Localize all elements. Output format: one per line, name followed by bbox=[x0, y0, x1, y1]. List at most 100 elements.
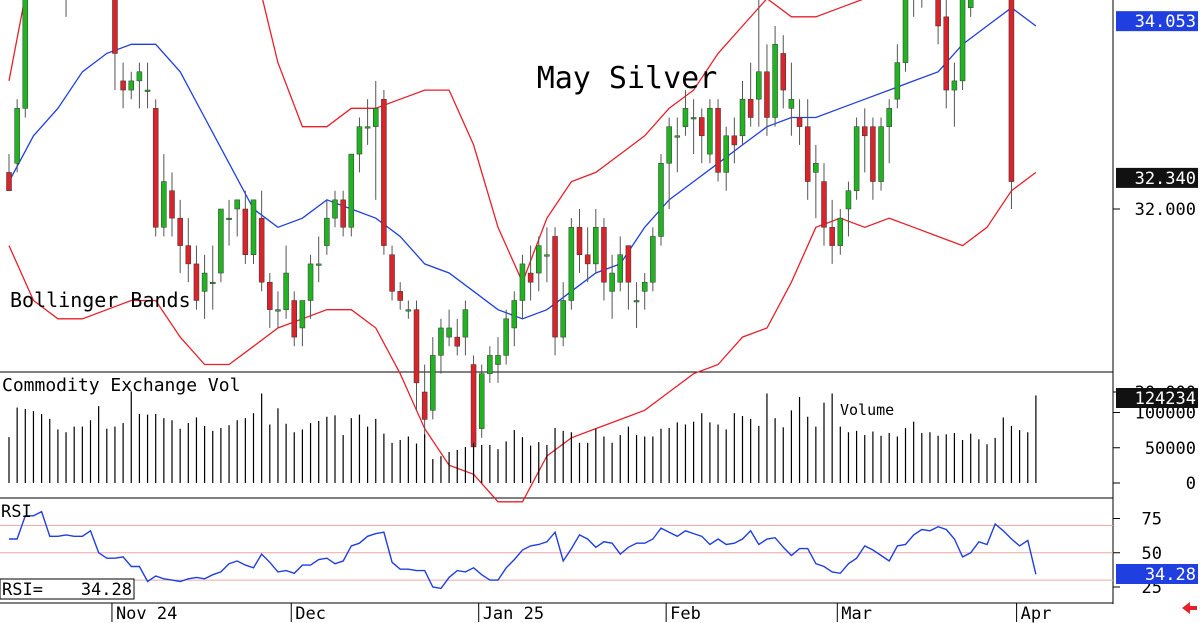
volume-bars bbox=[8, 391, 1037, 483]
volume-latest-badge: 124234 bbox=[1116, 388, 1198, 409]
candle-body bbox=[503, 318, 509, 356]
candle-body bbox=[601, 227, 607, 283]
candle-body bbox=[731, 135, 738, 146]
candle-body bbox=[185, 245, 192, 265]
candle-body bbox=[348, 153, 355, 228]
candle-body bbox=[959, 0, 966, 82]
rsi-readout-box bbox=[0, 578, 135, 600]
candle-body bbox=[772, 44, 778, 118]
candle-body bbox=[780, 53, 786, 91]
date-tick-label: Dec bbox=[295, 604, 326, 623]
rsi-readout: RSI= 34.28 bbox=[0, 578, 135, 600]
volume-tick-label: 100000 bbox=[1135, 404, 1196, 424]
price-tick-label: 32.000 bbox=[1135, 200, 1196, 220]
candle-body bbox=[462, 309, 469, 338]
rsi-line bbox=[9, 510, 1037, 590]
candle-body bbox=[201, 272, 208, 292]
candle-body bbox=[356, 126, 363, 155]
candle-body bbox=[764, 71, 770, 118]
date-tick-label: Mar bbox=[841, 604, 872, 623]
candle-body bbox=[886, 108, 892, 127]
candle-body bbox=[674, 135, 681, 138]
candle-body bbox=[682, 108, 689, 127]
candle-body bbox=[943, 16, 949, 91]
candle-body bbox=[487, 355, 493, 374]
candle-body bbox=[373, 108, 379, 127]
candle-body bbox=[788, 98, 795, 109]
rsi-tick-label: 75 bbox=[1142, 510, 1162, 530]
rsi-badge-box bbox=[1116, 564, 1198, 584]
candle-body bbox=[218, 208, 224, 274]
candle-body bbox=[829, 227, 835, 246]
candle-body bbox=[136, 71, 143, 82]
candle-body bbox=[560, 300, 566, 338]
candle-body bbox=[470, 364, 477, 448]
price-axis-ticks: 36.00030.00032.000 bbox=[1135, 200, 1196, 403]
price-badge-box bbox=[1116, 11, 1198, 32]
candle-body bbox=[951, 80, 958, 91]
candle-body bbox=[267, 281, 273, 310]
candle-body bbox=[478, 373, 485, 429]
candle-body bbox=[446, 327, 452, 338]
candle-body bbox=[14, 108, 20, 164]
candle-body bbox=[495, 355, 501, 365]
candle-body bbox=[894, 62, 901, 100]
candle-body bbox=[152, 108, 159, 228]
volume-panel-title: Commodity Exchange Vol bbox=[2, 375, 240, 396]
candle-body bbox=[536, 245, 542, 274]
candle-body bbox=[381, 98, 387, 246]
candle-body bbox=[364, 126, 371, 129]
candlesticks bbox=[6, 0, 1015, 457]
candle-body bbox=[641, 281, 648, 292]
volume-tick-label: 50000 bbox=[1145, 439, 1196, 459]
candle-body bbox=[544, 254, 550, 257]
date-tick-label: Feb bbox=[670, 604, 701, 623]
candle-body bbox=[862, 126, 868, 137]
price-badge-label: 32.340 bbox=[1135, 169, 1196, 189]
scroll-left-arrow-icon[interactable] bbox=[1182, 602, 1197, 614]
candle-body bbox=[552, 236, 558, 338]
volume-badge-box bbox=[1116, 388, 1198, 408]
candle-body bbox=[527, 272, 534, 283]
candle-body bbox=[22, 0, 29, 109]
candle-body bbox=[870, 126, 876, 182]
candle-body bbox=[291, 300, 297, 338]
candle-body bbox=[405, 309, 412, 312]
candle-body bbox=[715, 108, 721, 173]
candle-body bbox=[845, 190, 852, 210]
candle-body bbox=[650, 236, 656, 283]
band-upper-band bbox=[8, 0, 863, 284]
candle-body bbox=[1008, 0, 1015, 182]
panel-frames bbox=[0, 0, 1114, 604]
price-badge-label: 34.053 bbox=[1135, 12, 1196, 32]
price-gridlines bbox=[1113, 208, 1120, 393]
candle-body bbox=[568, 227, 575, 301]
candle-body bbox=[633, 300, 640, 303]
candle-body bbox=[609, 272, 615, 292]
chart-title: May Silver bbox=[537, 61, 718, 96]
candle-body bbox=[169, 190, 175, 219]
candle-body bbox=[617, 254, 623, 283]
candle-body bbox=[193, 263, 200, 301]
candle-body bbox=[747, 98, 754, 118]
date-tick-label: Apr bbox=[1021, 604, 1052, 623]
price-badge-box bbox=[1116, 167, 1198, 188]
date-tick-label: Nov 24 bbox=[116, 604, 177, 623]
band-lower-band bbox=[8, 171, 1037, 503]
candle-body bbox=[593, 227, 599, 265]
candle-body bbox=[112, 0, 118, 54]
date-axis-labels: Nov 24 Dec Jan 25 Feb Mar Apr bbox=[111, 603, 1052, 623]
candle-body bbox=[242, 208, 249, 255]
candle-body bbox=[421, 391, 428, 420]
candle-body bbox=[967, 0, 974, 8]
candle-body bbox=[315, 263, 322, 266]
candle-body bbox=[576, 227, 583, 256]
candle-body bbox=[935, 0, 941, 27]
candle-body bbox=[177, 217, 183, 246]
candle-body bbox=[210, 281, 216, 284]
candle-body bbox=[707, 108, 713, 155]
candle-body bbox=[307, 263, 314, 301]
volume-badge-label: 124234 bbox=[1135, 389, 1196, 409]
candle-body bbox=[699, 117, 705, 137]
